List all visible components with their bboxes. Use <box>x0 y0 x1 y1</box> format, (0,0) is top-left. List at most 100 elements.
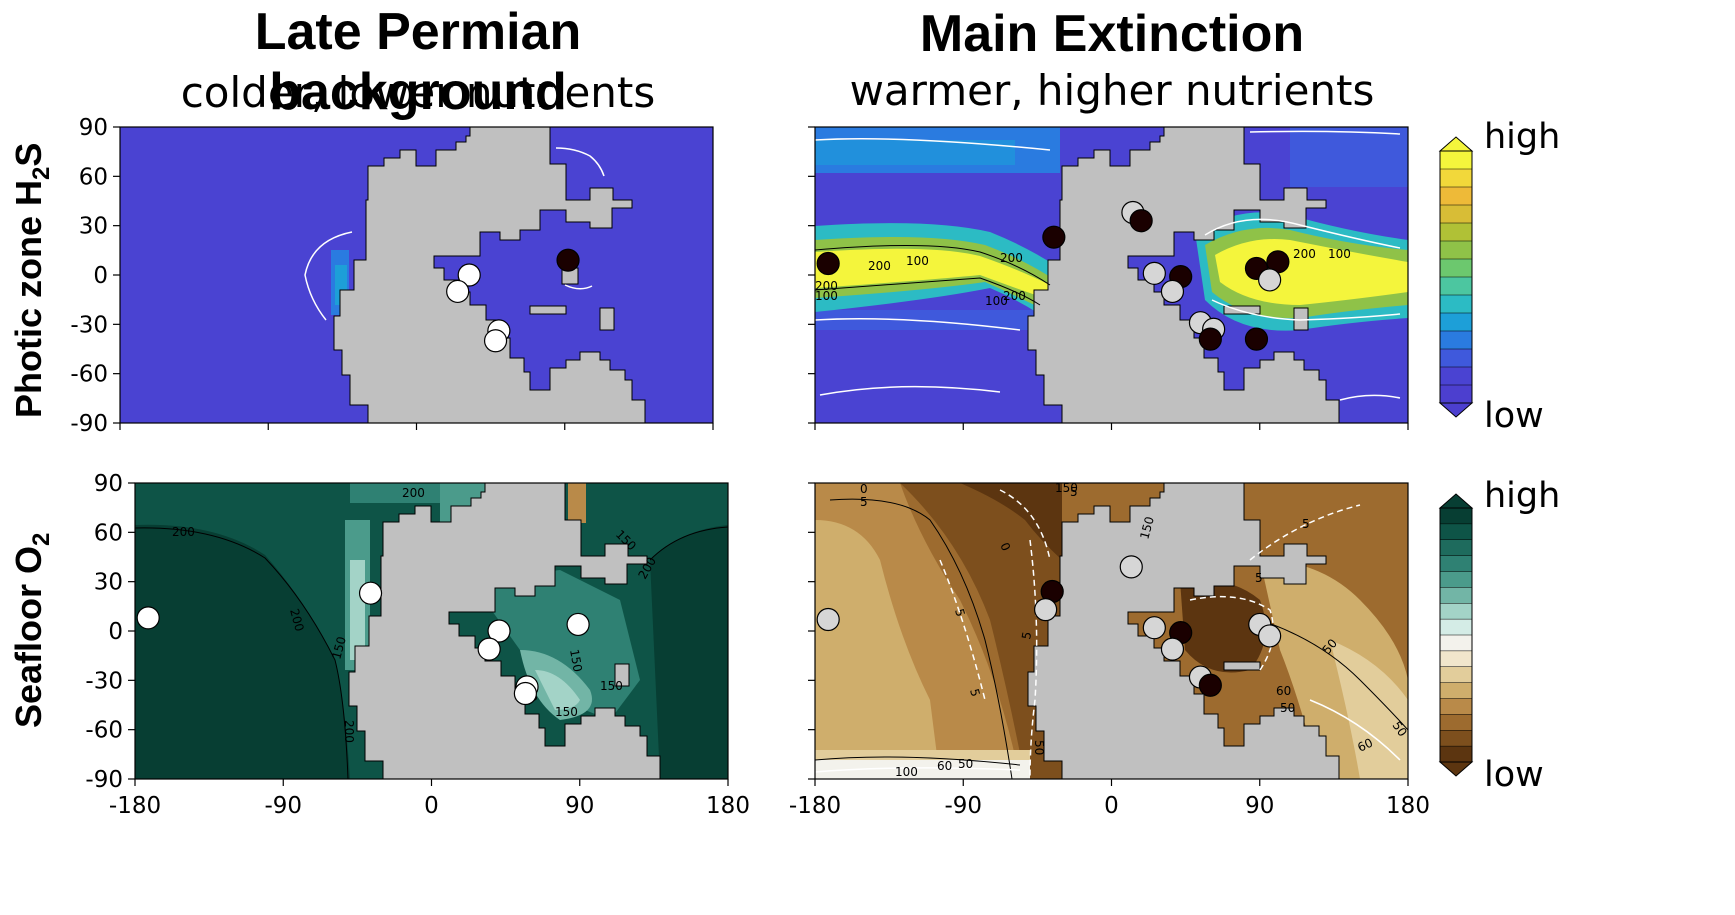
site-marker <box>1129 209 1153 233</box>
colorbar-o2 <box>1438 493 1474 777</box>
axes: -180 -90 0 90 180 <box>789 482 1430 819</box>
site-marker <box>136 606 160 630</box>
site-marker <box>1258 624 1282 648</box>
contour-label: 0 <box>860 482 868 496</box>
land-mass <box>1293 307 1309 331</box>
h2s-field-band <box>815 248 1050 300</box>
colorbar-high-label: high <box>1484 476 1560 516</box>
y-tick-label: 60 <box>94 520 123 546</box>
contour-label: 150 <box>329 635 348 661</box>
o2-field-band <box>1180 579 1266 673</box>
contour-label: 5 <box>1019 631 1034 641</box>
o2-field-band <box>535 670 580 710</box>
h2s-field-band <box>1290 127 1408 187</box>
o2-field-band <box>135 524 350 779</box>
site-marker <box>513 681 537 706</box>
y-tick-label: 60 <box>79 164 108 190</box>
site-marker <box>457 263 481 287</box>
colorbar-segment <box>1440 241 1472 260</box>
contour-line <box>1249 130 1401 135</box>
contour-line <box>815 318 1021 331</box>
contour-label: 200 <box>342 720 356 743</box>
y-tick-label: 30 <box>94 570 123 596</box>
contour-label: 200 <box>1000 251 1023 265</box>
o2-field-band <box>350 560 365 660</box>
colorbar-segment <box>1440 603 1472 620</box>
contour-label: 5 <box>1070 485 1078 499</box>
contour-label: 100 <box>985 294 1008 308</box>
colorbar-segment <box>1440 205 1472 224</box>
site-marker <box>556 248 580 272</box>
contour-line <box>564 284 593 290</box>
site-marker <box>1142 261 1166 285</box>
colorbar-segment <box>1440 367 1472 386</box>
y-tick-label: -90 <box>70 411 108 437</box>
site-marker <box>1258 268 1282 292</box>
x-tick-label: 180 <box>1386 793 1430 819</box>
colorbar-segment <box>1440 682 1472 699</box>
contour-line <box>819 385 1001 396</box>
contour-line <box>815 244 1051 286</box>
contour-line <box>815 767 1021 773</box>
contour-line <box>555 147 605 177</box>
o2-field-band <box>960 483 1062 560</box>
colorbar-segment <box>1440 746 1472 763</box>
colorbar-segment <box>1440 666 1472 684</box>
contour-line <box>1249 504 1361 561</box>
site-markers <box>816 555 1282 697</box>
contour-label: 200 <box>172 525 195 539</box>
site-marker <box>816 251 840 276</box>
colorbar-segment <box>1440 619 1472 636</box>
y-tick-label: -90 <box>85 767 123 793</box>
contour-line <box>304 231 353 321</box>
contour-line <box>1339 394 1401 401</box>
x-tick-label: 90 <box>565 793 594 819</box>
contour-line <box>829 498 1013 779</box>
contour-line <box>135 527 349 779</box>
contour-label: 200 <box>1003 289 1026 303</box>
site-marker <box>566 612 590 637</box>
colorbar-segment <box>1440 698 1472 715</box>
land-mass <box>1223 661 1261 671</box>
contour-label: 150 <box>555 705 578 719</box>
contour-line <box>1309 699 1401 761</box>
left-column-title: Late Permian background <box>254 3 582 121</box>
contour-line <box>939 559 986 701</box>
colorbar-h2s <box>1438 136 1474 418</box>
contour-label: 50 <box>1280 701 1295 715</box>
contour-line <box>999 489 1051 561</box>
panel-h2s-main-extinction: 200 100 200 100 200 200 100 200 100 <box>808 126 1409 430</box>
right-column-subtitle: warmer, higher nutrients <box>849 66 1375 115</box>
contour-label: 5 <box>1255 571 1263 585</box>
contour-label: 200 <box>868 259 891 273</box>
land-mass <box>529 305 567 315</box>
colorbar-segment <box>1440 571 1472 588</box>
panel-o2-late-permian: 200 200 200 150 200 150 150 150 200 150 … <box>85 471 750 819</box>
y-tick-label: -30 <box>85 668 123 694</box>
site-marker <box>477 637 501 661</box>
site-marker <box>1119 555 1143 579</box>
colorbar-bottom-arrow <box>1438 402 1474 418</box>
contour-label: 60 <box>1355 736 1375 755</box>
colorbar-segment <box>1440 714 1472 731</box>
contour-label: 60 <box>1276 684 1291 698</box>
contour-label: 60 <box>937 759 952 773</box>
colorbar-segment <box>1440 349 1472 368</box>
y-tick-label: 90 <box>79 115 108 141</box>
land-mass <box>1027 127 1340 423</box>
site-marker <box>816 607 840 632</box>
site-marker <box>483 329 508 353</box>
colorbar-segment <box>1440 151 1472 170</box>
contour-line <box>1204 218 1401 249</box>
site-marker <box>1034 598 1058 622</box>
site-marker <box>1160 279 1185 304</box>
panel-h2s-late-permian: 90 60 30 0 -30 -60 -90 <box>70 115 714 437</box>
x-tick-label: 0 <box>1104 793 1119 819</box>
o2-field-band <box>815 760 1030 779</box>
o2-field-band <box>470 570 640 720</box>
site-marker <box>1160 637 1185 661</box>
site-marker <box>446 279 470 304</box>
colorbar-frame <box>1439 150 1473 404</box>
colorbar-segment <box>1440 539 1472 557</box>
